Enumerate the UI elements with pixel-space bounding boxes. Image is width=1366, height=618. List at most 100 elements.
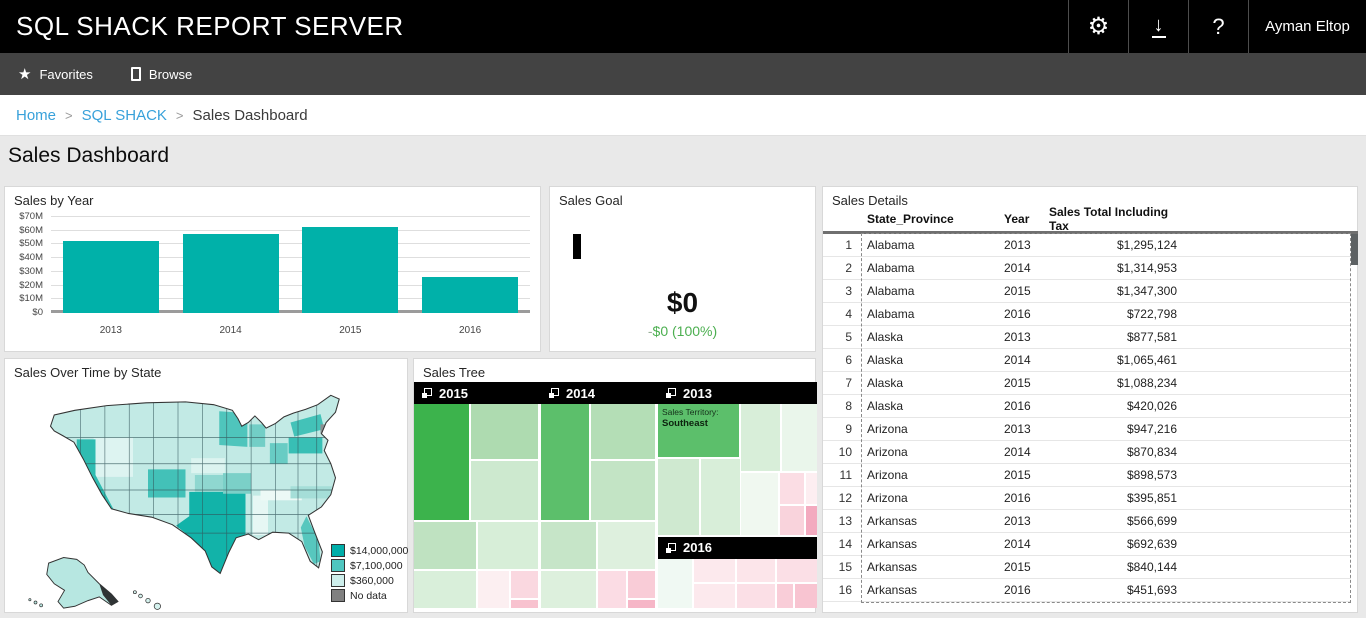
cell-state: Arizona [867,445,908,459]
cell-num: 5 [845,330,852,344]
help-button[interactable]: ? [1188,0,1248,53]
breadcrumb-home[interactable]: Home [16,106,57,124]
treemap-tile[interactable] [736,559,775,582]
treemap-tile[interactable] [414,404,469,520]
us-map[interactable] [13,385,403,610]
cell-year: 2016 [1004,583,1031,597]
treemap-tile[interactable] [414,522,476,569]
table-header-separator [823,231,1358,234]
treemap-tile[interactable] [780,506,804,535]
app-title: SQL SHACK REPORT SERVER [16,11,404,41]
column-header-sales-total[interactable]: Sales Total Including Tax [1049,205,1169,233]
treemap-tile[interactable] [541,404,589,520]
treemap-group-2014[interactable]: 2014 [541,382,595,404]
treemap-tile[interactable]: Sales Territory: Southeast [658,404,739,457]
treemap-tile[interactable] [591,404,655,459]
treemap-group-label: 2013 [683,385,712,401]
treemap-tile[interactable] [628,571,655,598]
treemap-tile[interactable] [658,559,692,608]
cell-year: 2015 [1004,284,1031,298]
browse-icon [130,67,141,81]
treemap-tile[interactable] [541,522,596,569]
treemap-tile[interactable] [471,461,538,520]
bar-2016[interactable] [422,276,519,313]
treemap-tile[interactable] [806,506,817,535]
table-row: 6 Alaska 2014 $1,065,461 [823,349,1351,372]
table-row: 5 Alaska 2013 $877,581 [823,326,1351,349]
legend-item: $7,100,000 [331,558,409,573]
treemap-tile[interactable] [598,522,655,569]
treemap-tile[interactable] [806,473,817,504]
treemap-group-label: 2016 [683,540,712,556]
settings-button[interactable]: ⚙ [1068,0,1128,53]
treemap-group-2015[interactable]: 2015 [414,382,468,404]
user-name: Ayman Eltop [1265,18,1350,35]
treemap-tile[interactable] [741,473,778,535]
treemap-tile[interactable] [780,473,804,504]
user-menu[interactable]: Ayman Eltop [1248,0,1366,53]
breadcrumb-current: Sales Dashboard [192,106,308,124]
y-axis-tick-label: $50M [19,238,43,250]
breadcrumb-bar: Home > SQL SHACK > Sales Dashboard [0,95,1366,136]
cell-state: Alabama [867,284,915,298]
treemap-tile[interactable] [511,600,538,608]
header-actions: ⚙ ↓ ? Ayman Eltop [1068,0,1366,53]
y-axis-tick-label: $20M [19,279,43,291]
table-header-row: State_Province Year Sales Total Includin… [823,205,1351,233]
treemap-tile[interactable] [478,522,538,569]
treemap-group-2013[interactable]: 2013 [658,382,712,404]
treemap-tile[interactable] [693,584,735,608]
bar-2014[interactable] [182,234,279,313]
column-header-state[interactable]: State_Province [867,212,954,226]
drill-up-icon [422,388,432,398]
cell-state: Arkansas [867,514,918,528]
nav-favorites[interactable]: ★ Favorites [18,67,93,82]
treemap-tile[interactable] [795,584,817,608]
table-row: 8 Alaska 2016 $420,026 [823,395,1351,418]
y-axis-tick-label: $30M [19,265,43,277]
treemap-tile[interactable] [658,459,699,535]
cell-state: Alaska [867,330,904,344]
cell-state: Alabama [867,307,915,321]
bars-container [51,217,530,313]
treemap-tile[interactable] [701,459,740,535]
table-scrollbar-thumb[interactable] [1351,234,1358,265]
treemap-tile[interactable] [591,461,655,520]
treemap-tile[interactable] [511,571,538,598]
cell-year: 2014 [1004,261,1031,275]
table-row: 13 Arkansas 2013 $566,699 [823,510,1351,533]
legend-item: No data [331,588,409,603]
treemap-tile[interactable] [598,571,626,608]
table-row: 11 Arizona 2015 $898,573 [823,464,1351,487]
treemap-tile[interactable] [777,559,817,582]
treemap-group-header: 2015 2014 2013 [414,382,817,404]
treemap-tile[interactable] [471,404,538,459]
cell-state: Alaska [867,353,904,367]
treemap-tile[interactable] [782,404,817,471]
treemap-group-2016[interactable]: 2016 [658,536,817,559]
breadcrumb-folder[interactable]: SQL SHACK [81,106,167,124]
cell-amt: $1,088,234 [1116,376,1177,390]
table-row: 10 Arizona 2014 $870,834 [823,441,1351,464]
treemap-tile[interactable] [741,404,780,471]
download-button[interactable]: ↓ [1128,0,1188,53]
panel-sales-map: Sales Over Time by State [4,358,408,613]
nav-bar: ★ Favorites Browse [0,53,1366,95]
column-header-year[interactable]: Year [1004,212,1030,226]
table-row: 2 Alabama 2014 $1,314,953 [823,257,1351,280]
bar-2013[interactable] [62,241,159,313]
x-axis-label: 2013 [99,325,122,336]
gridline [51,243,530,245]
treemap-tile[interactable] [736,584,775,608]
bar-2015[interactable] [302,227,399,313]
map-legend: $14,000,000 $7,100,000 $360,000 No data [331,543,409,603]
table-row: 7 Alaska 2015 $1,088,234 [823,372,1351,395]
table-body: 1 Alabama 2013 $1,295,124 2 Alabama 2014 $1,314… [823,234,1351,602]
treemap-tile[interactable] [541,571,596,608]
treemap-tile[interactable] [628,600,655,608]
nav-browse[interactable]: Browse [130,67,192,82]
treemap-tile[interactable] [414,571,476,608]
treemap-tile[interactable] [777,584,793,608]
treemap-tile[interactable] [693,559,735,582]
treemap-tile[interactable] [478,571,509,608]
